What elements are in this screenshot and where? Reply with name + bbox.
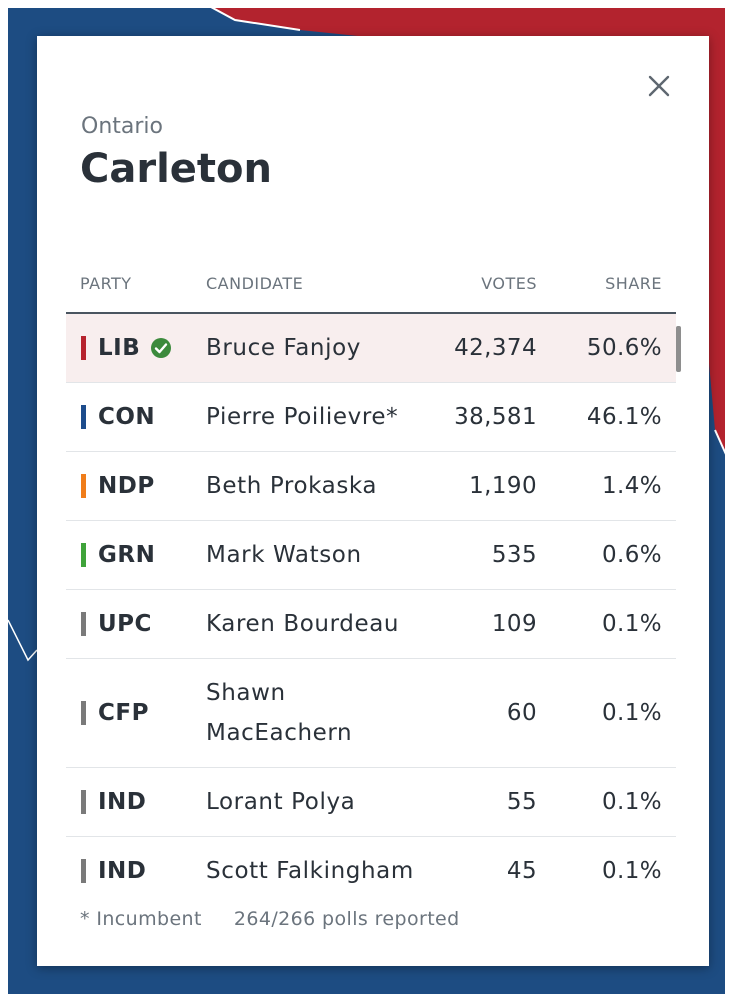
riding-results-popup: Ontario Carleton PARTY CANDIDATE VOTES S… <box>37 36 709 966</box>
header-share: SHARE <box>605 274 662 293</box>
close-button[interactable] <box>645 72 673 100</box>
party-code: UPC <box>98 611 152 637</box>
party-code: CON <box>98 404 156 430</box>
candidate-name: Shawn MacEachern <box>206 680 353 746</box>
party-color-bar <box>81 336 86 360</box>
party-color-bar <box>81 859 86 883</box>
header-party: PARTY <box>80 274 132 293</box>
vote-count: 535 <box>491 542 537 568</box>
table-row: CON Pierre Poilievre* 38,581 46.1% <box>66 383 676 452</box>
vote-count: 38,581 <box>454 404 537 430</box>
vote-share: 0.1% <box>601 789 662 815</box>
party-code: IND <box>98 858 147 884</box>
party-code: LIB <box>98 335 141 361</box>
table-row: GRN Mark Watson 535 0.6% <box>66 521 676 590</box>
close-icon <box>648 75 670 97</box>
party-code: CFP <box>98 700 149 726</box>
results-table: PARTY CANDIDATE VOTES SHARE LIB Bruce Fa… <box>66 264 676 887</box>
party-color-bar <box>81 543 86 567</box>
vote-count: 60 <box>506 700 537 726</box>
header-votes: VOTES <box>481 274 537 293</box>
vote-share: 0.1% <box>601 858 662 884</box>
table-row: CFP Shawn MacEachern 60 0.1% <box>66 659 676 768</box>
table-row: UPC Karen Bourdeau 109 0.1% <box>66 590 676 659</box>
table-header: PARTY CANDIDATE VOTES SHARE <box>66 264 676 314</box>
header-candidate: CANDIDATE <box>206 274 304 293</box>
vote-share: 46.1% <box>586 404 662 430</box>
incumbent-note: * Incumbent <box>80 908 202 930</box>
party-color-bar <box>81 612 86 636</box>
table-row: IND Scott Falkingham 45 0.1% <box>66 837 676 887</box>
candidate-name: Karen Bourdeau <box>206 611 400 637</box>
results-footer: * Incumbent 264/266 polls reported <box>80 908 486 930</box>
vote-count: 1,190 <box>469 473 537 499</box>
candidate-name: Lorant Polya <box>206 789 356 815</box>
vote-share: 50.6% <box>586 335 662 361</box>
vote-count: 45 <box>506 858 537 884</box>
vote-share: 0.1% <box>601 611 662 637</box>
results-list[interactable]: LIB Bruce Fanjoy 42,374 50.6% CON Pierre… <box>66 314 676 887</box>
vote-share: 1.4% <box>601 473 662 499</box>
party-color-bar <box>81 701 86 725</box>
party-color-bar <box>81 790 86 814</box>
party-code: IND <box>98 789 147 815</box>
candidate-name: Pierre Poilievre* <box>206 404 399 430</box>
candidate-name: Mark Watson <box>206 542 362 568</box>
candidate-name: Bruce Fanjoy <box>206 335 361 361</box>
table-row: IND Lorant Polya 55 0.1% <box>66 768 676 837</box>
province-name: Ontario <box>81 114 163 139</box>
table-row: NDP Beth Prokaska 1,190 1.4% <box>66 452 676 521</box>
party-code: GRN <box>98 542 156 568</box>
vote-share: 0.6% <box>601 542 662 568</box>
party-color-bar <box>81 405 86 429</box>
table-row: LIB Bruce Fanjoy 42,374 50.6% <box>66 314 676 383</box>
vote-count: 42,374 <box>454 335 537 361</box>
vote-share: 0.1% <box>601 700 662 726</box>
party-color-bar <box>81 474 86 498</box>
riding-title: Carleton <box>80 146 272 192</box>
vote-count: 109 <box>491 611 537 637</box>
candidate-name: Scott Falkingham <box>206 858 414 884</box>
polls-reported: 264/266 polls reported <box>233 908 460 930</box>
party-code: NDP <box>98 473 155 499</box>
scrollbar-thumb[interactable] <box>676 326 681 372</box>
check-circle-icon <box>151 338 171 358</box>
candidate-name: Beth Prokaska <box>206 473 378 499</box>
vote-count: 55 <box>506 789 537 815</box>
